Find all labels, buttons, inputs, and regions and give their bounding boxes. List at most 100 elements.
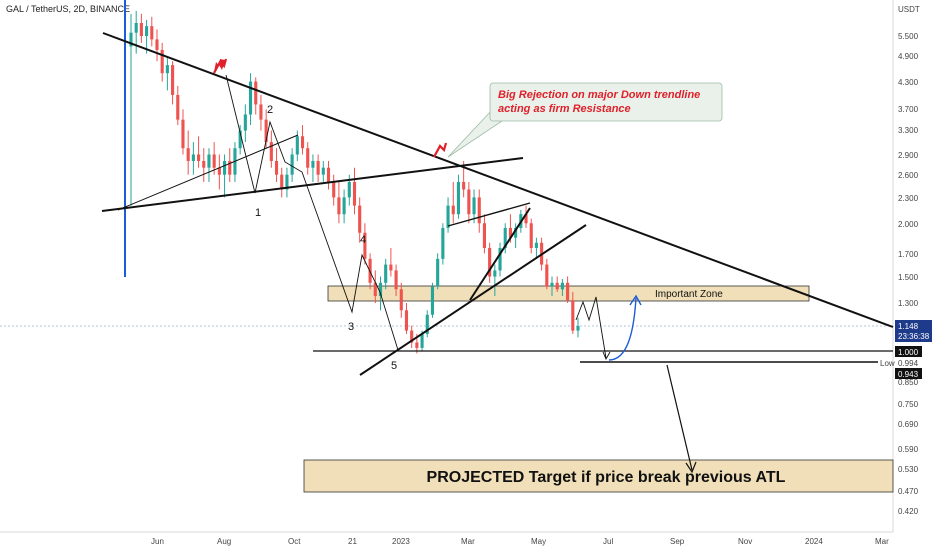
candle-down: [181, 119, 185, 149]
candle-up: [472, 197, 476, 215]
candle-down: [186, 148, 190, 161]
candle-down: [316, 160, 320, 175]
callout-text-line2: acting as firm Resistance: [498, 103, 631, 115]
candle-down: [545, 264, 549, 287]
candle-down: [280, 174, 284, 190]
y-tick-label: 0.590: [898, 445, 919, 454]
candle-up: [493, 270, 497, 277]
y-tick-label: 3.700: [898, 105, 919, 114]
wave-label-1: 1: [255, 207, 261, 219]
candle-up: [248, 81, 253, 115]
rejection-marker-2: [433, 142, 448, 158]
y-tick-label: 0.420: [898, 507, 919, 516]
candle-up: [222, 160, 227, 175]
candle-up: [441, 227, 445, 259]
x-tick-label: 21: [348, 537, 357, 546]
candle-down: [259, 104, 263, 120]
x-tick-label: 2023: [392, 537, 410, 546]
price-axis-ticks: 5.500 4.900 4.300 3.700 3.300 2.900 2.60…: [898, 32, 919, 516]
y-tick-label: 4.300: [898, 78, 919, 87]
bar-countdown: 23:36:38: [898, 332, 930, 341]
candle-down: [404, 310, 409, 331]
down-arrowhead: [602, 351, 611, 361]
x-tick-label: Oct: [288, 537, 301, 546]
candle-up: [238, 130, 242, 149]
candle-up: [342, 197, 346, 215]
y-tick-label: 0.850: [898, 378, 919, 387]
x-tick-label: Nov: [738, 537, 752, 546]
rejection-arrow-icon: [213, 58, 228, 74]
y-tick-label: 2.300: [898, 194, 919, 203]
callout-text-line1: Big Rejection on major Down trendline: [498, 89, 700, 101]
x-tick-label: Sep: [670, 537, 685, 546]
channel-line: [117, 134, 299, 211]
candle-down: [176, 94, 180, 120]
candle-up: [430, 286, 435, 315]
candle-up: [191, 154, 195, 161]
candle-down: [508, 227, 512, 238]
projected-path: [575, 296, 607, 359]
candle-up: [145, 26, 149, 36]
candle-up: [243, 114, 247, 131]
candle-down: [451, 205, 455, 215]
y-tick-label: 1.500: [898, 273, 919, 282]
candle-up: [514, 227, 518, 238]
candle-down: [482, 223, 487, 248]
candle-up: [129, 32, 133, 47]
candle-up: [550, 282, 554, 287]
triangle-base-line: [101, 157, 524, 212]
low-label: Low: [880, 359, 895, 368]
candle-up: [498, 247, 502, 271]
x-tick-label: Jun: [151, 537, 164, 546]
y-tick-label: 0.690: [898, 420, 919, 429]
candle-down: [306, 148, 310, 168]
candle-down: [274, 160, 279, 175]
y-tick-label: 0.470: [898, 487, 919, 496]
candle-up: [165, 65, 169, 74]
x-tick-label: May: [531, 537, 546, 546]
candle-down: [358, 205, 362, 233]
candle-down: [462, 181, 466, 190]
rebound-arrowhead: [629, 294, 642, 306]
candle-down: [197, 154, 201, 161]
rejection-marker-1: [213, 58, 228, 74]
candle-up: [436, 258, 440, 287]
candle-down: [399, 289, 403, 311]
y-tick-label: 2.000: [898, 220, 919, 229]
trendlines: [101, 32, 894, 474]
last-price-value: 1.148: [898, 322, 919, 331]
candle-up: [290, 154, 294, 175]
candle-down: [467, 189, 471, 215]
price-axis-background[interactable]: [893, 0, 932, 550]
candle-down: [488, 247, 492, 277]
time-axis-ticks: Jun Aug Oct 21 2023 Mar May Jul Sep Nov …: [151, 537, 889, 546]
candle-down: [373, 282, 377, 297]
candle-up: [285, 174, 289, 190]
candle-up: [456, 181, 461, 215]
candle-down: [326, 167, 331, 182]
price-axis-unit: USDT: [898, 5, 920, 14]
candle-down: [228, 160, 232, 175]
candle-down: [477, 197, 481, 224]
callout-box: [489, 82, 723, 122]
candle-down: [212, 154, 216, 168]
candle-up: [384, 264, 388, 283]
y-tick-label: 2.600: [898, 171, 919, 180]
y-tick-label: 0.530: [898, 465, 919, 474]
candle-up: [207, 154, 211, 168]
candle-down: [160, 49, 164, 74]
candle-up: [295, 136, 299, 155]
target-arrowhead: [685, 461, 697, 474]
candle-up: [576, 326, 580, 331]
candle-down: [529, 223, 533, 248]
candle-down: [337, 197, 341, 215]
candle-down: [150, 26, 154, 40]
projected-target-box: [303, 459, 894, 493]
candle-up: [378, 282, 383, 297]
candle-down: [139, 23, 143, 36]
candle-up: [347, 181, 351, 198]
candle-up: [321, 167, 325, 175]
candle-up: [425, 314, 429, 334]
x-tick-label: Jul: [603, 537, 613, 546]
candle-up: [311, 160, 315, 168]
